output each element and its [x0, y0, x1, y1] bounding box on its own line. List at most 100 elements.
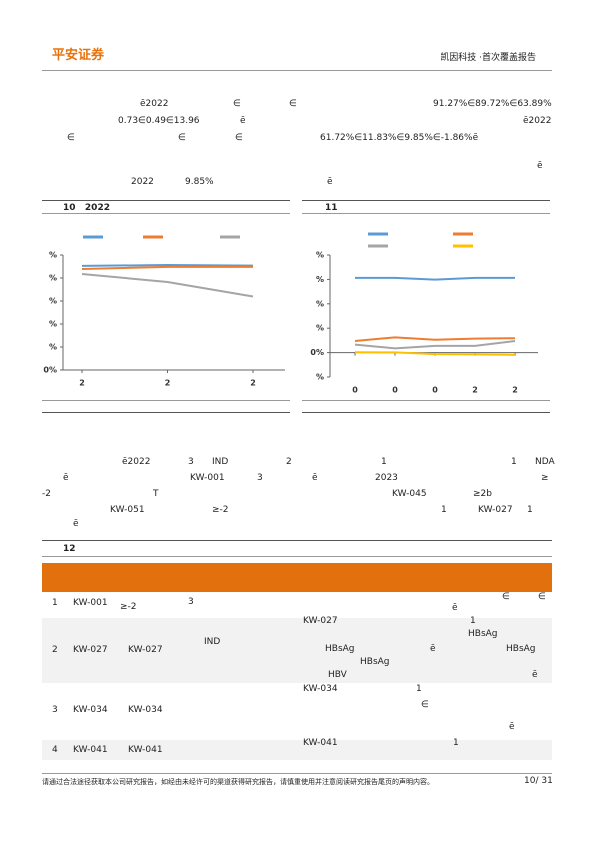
- disclaimer: 请通过合法途径获取本公司研究报告，如经由未经许可的渠道获得研究报告，请慎重使用并…: [42, 778, 434, 786]
- table-cell-text: HBsAg: [468, 629, 498, 639]
- x-tick-label: 0: [392, 386, 398, 395]
- text-fragment: ē: [327, 177, 333, 187]
- text-fragment: NDA: [535, 457, 555, 467]
- text-fragment: ≥-2: [212, 505, 229, 515]
- rule: [42, 400, 290, 401]
- table-cell-text: ∈: [421, 700, 429, 710]
- y-tick-label: %: [316, 373, 324, 382]
- y-tick-label: %: [316, 275, 324, 284]
- y-tick-label: 0%: [310, 348, 324, 357]
- rule: [42, 213, 290, 214]
- y-tick-label: %: [316, 299, 324, 308]
- rule: [42, 412, 290, 413]
- table-cell-text: KW-027: [128, 645, 163, 655]
- text-fragment: ∈: [235, 133, 243, 143]
- table-cell-text: 3: [52, 705, 58, 715]
- text-fragment: 1: [527, 505, 533, 515]
- text-fragment: KW-051: [110, 505, 145, 515]
- text-fragment: ≥: [541, 473, 549, 483]
- text-fragment: 2022: [131, 177, 154, 187]
- text-fragment: 61.72%∈11.83%∈9.85%∈-1.86%ē: [320, 133, 479, 143]
- text-fragment: ∈: [178, 133, 186, 143]
- series-line: [354, 340, 516, 350]
- text-fragment: 2023: [375, 473, 398, 483]
- table-cell-text: KW-034: [73, 705, 108, 715]
- table-cell-text: KW-034: [303, 684, 338, 694]
- table-cell-text: HBV: [328, 670, 347, 680]
- text-fragment: IND: [212, 457, 229, 467]
- table-cell-text: 4: [52, 745, 58, 755]
- text-fragment: 9.85%: [185, 177, 214, 187]
- x-tick-label: 0: [432, 386, 438, 395]
- rule: [42, 556, 552, 557]
- table-cell-text: ē: [532, 670, 538, 680]
- table-cell-text: 1: [453, 738, 459, 748]
- series-line: [81, 264, 254, 267]
- table-header: [42, 563, 552, 592]
- table-cell-text: 1: [470, 616, 476, 626]
- figure-title: 11: [325, 203, 338, 213]
- text-fragment: KW-027: [478, 505, 513, 515]
- header-rule: [42, 70, 552, 71]
- table-cell-text: 1: [416, 684, 422, 694]
- table-cell-text: HBsAg: [506, 644, 536, 654]
- text-fragment: 3: [257, 473, 263, 483]
- rule: [42, 540, 552, 541]
- text-fragment: 1: [381, 457, 387, 467]
- table-cell-text: HBsAg: [360, 657, 390, 667]
- table-cell-text: KW-041: [73, 745, 108, 755]
- text-fragment: 1: [511, 457, 517, 467]
- text-fragment: 2: [286, 457, 292, 467]
- row-band: [42, 618, 552, 683]
- x-tick-label: 2: [250, 379, 256, 388]
- rule: [302, 213, 550, 214]
- rule: [302, 400, 550, 401]
- text-fragment: -2: [42, 489, 51, 499]
- text-fragment: ē2022: [140, 99, 169, 109]
- text-fragment: ∈: [289, 99, 297, 109]
- text-fragment: 3: [188, 457, 194, 467]
- table-cell-text: ∈: [502, 592, 510, 602]
- x-tick-label: 0: [352, 386, 358, 395]
- text-fragment: ē: [537, 161, 543, 171]
- text-fragment: ē: [312, 473, 318, 483]
- series-line: [81, 272, 254, 298]
- table-cell-text: ≥-2: [120, 602, 137, 612]
- y-tick-label: %: [316, 324, 324, 333]
- table-cell-text: KW-041: [303, 738, 338, 748]
- table-cell-text: KW-034: [128, 705, 163, 715]
- table-cell-text: KW-001: [73, 598, 108, 608]
- x-tick-label: 2: [472, 386, 478, 395]
- table-cell-text: HBsAg: [325, 644, 355, 654]
- row-band: [42, 740, 552, 760]
- text-fragment: 91.27%∈89.72%∈63.89%: [433, 99, 552, 109]
- rule: [302, 200, 550, 201]
- page-number: 10/ 31: [524, 776, 553, 786]
- y-tick-label: %: [316, 251, 324, 260]
- y-tick-label: %: [49, 274, 57, 283]
- table-cell-text: 2: [52, 645, 58, 655]
- y-tick-label: %: [49, 297, 57, 306]
- y-tick-label: %: [49, 251, 57, 260]
- table-title: 12: [63, 544, 76, 554]
- table-cell-text: KW-027: [73, 645, 108, 655]
- text-fragment: 0.73∈0.49∈13.96: [118, 116, 200, 126]
- table-cell-text: IND: [204, 637, 221, 647]
- table-cell-text: ē: [509, 722, 515, 732]
- y-tick-label: %: [49, 343, 57, 352]
- text-fragment: T: [153, 489, 159, 499]
- text-fragment: ē2022: [122, 457, 151, 467]
- x-tick-label: 2: [79, 379, 85, 388]
- series-line: [354, 351, 516, 356]
- text-fragment: 1: [441, 505, 447, 515]
- table-cell-text: 3: [188, 597, 194, 607]
- figure-title: 10 2022: [63, 203, 110, 213]
- series-line: [355, 276, 515, 281]
- text-fragment: KW-045: [392, 489, 427, 499]
- table-cell-text: KW-027: [303, 616, 338, 626]
- x-tick-label: 2: [165, 379, 171, 388]
- table-cell-text: ∈: [538, 592, 546, 602]
- text-fragment: KW-001: [190, 473, 225, 483]
